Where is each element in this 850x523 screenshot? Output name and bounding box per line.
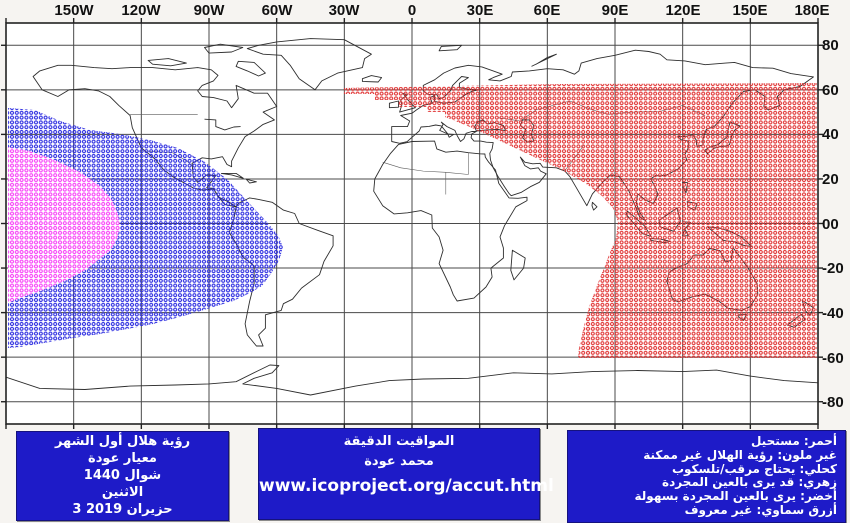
lat-label: 20: [822, 171, 839, 188]
lon-label: 90W: [193, 2, 225, 19]
legend-uncolored: غير ملون: رؤية الهلال غير ممكنة: [643, 447, 837, 462]
legend-pink-naked-eye: زهري: قد يرى بالعين المجردة: [662, 475, 837, 490]
criterion-label: معيار عودة: [88, 451, 157, 466]
author-name: محمد عودة: [364, 454, 434, 469]
lat-label: -80: [822, 394, 844, 411]
credits-box: المواقيت الدقيقة محمد عودة www.icoprojec…: [258, 428, 554, 520]
lat-label: -20: [822, 260, 844, 277]
legend-box: أحمر: مستحيل غير ملون: رؤية الهلال غير م…: [567, 430, 846, 523]
legend-impossible: أحمر: مستحيل: [750, 434, 837, 448]
map-title: رؤية هلال أول الشهر: [54, 434, 191, 449]
lat-label: 40: [822, 126, 839, 143]
accurate-times-label: المواقيت الدقيقة: [343, 434, 455, 449]
weekday: الاثنين: [101, 485, 144, 500]
region-naked-eye-possible: [8, 147, 120, 303]
hijri-month: شوال 1440: [83, 468, 162, 483]
lat-label: 80: [822, 37, 839, 54]
legend-skyblue-unknown: أزرق سماوي: غير معروف: [684, 502, 837, 517]
axis-ticks: [1, 18, 823, 429]
legend-telescope: كحلي: يحتاج مرقب/تلسكوب: [671, 461, 837, 476]
lon-label: 30E: [466, 2, 494, 19]
lon-label: 150E: [732, 2, 768, 19]
lon-label: 120W: [121, 2, 161, 19]
region-telescope-needed: [8, 108, 283, 348]
lon-label: 30W: [328, 2, 360, 19]
lon-label: 60E: [533, 2, 561, 19]
observation-info-box: رؤية هلال أول الشهر معيار عودة شوال 1440…: [16, 431, 229, 521]
website-url: www.icoproject.org/accut.html: [259, 476, 554, 496]
legend-green-easy: أخضر: يرى بالعين المجردة بسهولة: [634, 489, 837, 504]
lon-label: 150W: [54, 2, 94, 19]
lon-label: 0: [407, 2, 417, 19]
lat-label: 60: [822, 82, 839, 99]
gregorian-date: 3 حزيران 2019: [72, 502, 173, 517]
lon-label: 180E: [794, 2, 830, 19]
lon-label: 60W: [261, 2, 293, 19]
lat-label: 00: [822, 216, 839, 233]
lon-label: 120E: [665, 2, 701, 19]
lon-label: 90E: [601, 2, 629, 19]
lat-label: -40: [822, 305, 844, 322]
region-impossible: [344, 83, 817, 358]
visibility-regions: [8, 83, 817, 358]
lat-label: -60: [822, 350, 844, 367]
